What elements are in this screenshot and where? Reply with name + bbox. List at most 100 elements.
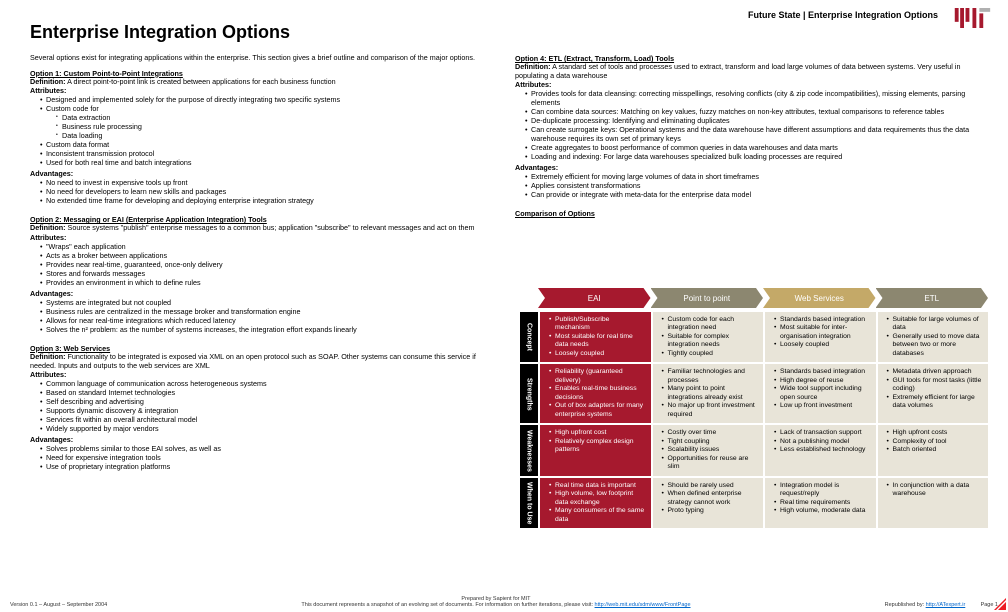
list-item: Metadata driven approach: [887, 368, 984, 376]
option3-attributes: Common language of communication across …: [30, 379, 495, 433]
option1-definition: Definition: A direct point-to-point link…: [30, 78, 495, 87]
list-item: Systems are integrated but not coupled: [40, 298, 495, 307]
list-item: Provides tools for data cleansing: corre…: [525, 89, 980, 107]
footer-version: Version 0.1 – August – September 2004: [10, 602, 107, 608]
list-item: Batch oriented: [887, 446, 984, 454]
comparison-cell: Should be rarely usedWhen defined enterp…: [653, 478, 764, 528]
footer-note: This document represents a snapshot of a…: [107, 602, 884, 608]
list-item: Familiar technologies and processes: [662, 368, 759, 385]
list-item: Tight coupling: [662, 438, 759, 446]
list-item: Less established technology: [774, 446, 871, 454]
list-item: Relatively complex design patterns: [549, 438, 646, 455]
option1-advantages: No need to invest in expensive tools up …: [30, 178, 495, 205]
option2-attributes: "Wraps" each application Acts as a broke…: [30, 242, 495, 287]
comparison-title: Comparison of Options: [515, 209, 980, 218]
list-item: Generally used to move data between two …: [887, 333, 984, 358]
list-item: High degree of reuse: [774, 377, 871, 385]
list-item: Real time data is important: [549, 482, 646, 490]
list-item: Extremely efficient for moving large vol…: [525, 172, 980, 181]
page-title: Enterprise Integration Options: [30, 22, 290, 43]
list-item: Custom code for Data extraction Business…: [40, 104, 495, 140]
comparison-header: EAI: [538, 288, 651, 308]
list-item: Solves the n² problem: as the number of …: [40, 325, 495, 334]
list-item: No extended time frame for developing an…: [40, 196, 495, 205]
list-item: High upfront cost: [549, 429, 646, 437]
list-item: GUI tools for most tasks (little coding): [887, 377, 984, 394]
list-item: Proto typing: [662, 507, 759, 515]
list-item: Loosely coupled: [774, 341, 871, 349]
list-item: Data extraction: [56, 113, 495, 122]
list-item: When defined enterprise strategy cannot …: [662, 490, 759, 507]
list-item: Inconsistent transmission protocol: [40, 149, 495, 158]
list-item: Costly over time: [662, 429, 759, 437]
list-item: Data loading: [56, 131, 495, 140]
intro-text: Several options exist for integrating ap…: [30, 54, 495, 63]
list-item: Most suitable for real time data needs: [549, 333, 646, 350]
list-item: Should be rarely used: [662, 482, 759, 490]
list-item: Most suitable for inter-organisation int…: [774, 324, 871, 341]
comparison-cell: Custom code for each integration needSui…: [653, 312, 764, 362]
list-item: Create aggregates to boost performance o…: [525, 143, 980, 152]
comparison-row-label: Weaknesses: [520, 425, 538, 475]
option2-advantages: Systems are integrated but not coupled B…: [30, 298, 495, 334]
list-item: Lack of transaction support: [774, 429, 871, 437]
list-item: Scalability issues: [662, 446, 759, 454]
comparison-header: Web Services: [763, 288, 876, 308]
list-item: Real time requirements: [774, 499, 871, 507]
page-header: Future State | Enterprise Integration Op…: [748, 10, 938, 20]
list-item: Provides near real-time, guaranteed, onc…: [40, 260, 495, 269]
comparison-cell: Reliability (guaranteed delivery)Enables…: [540, 364, 651, 423]
list-item: Provides an environment in which to defi…: [40, 278, 495, 287]
comparison-cell: Publish/Subscribe mechanismMost suitable…: [540, 312, 651, 362]
option4-attributes-label: Attributes:: [515, 80, 980, 89]
footer-mid: Prepared by Sapient for MIT This documen…: [107, 596, 884, 608]
list-item: Publish/Subscribe mechanism: [549, 316, 646, 333]
comparison-cell: Standards based integrationHigh degree o…: [765, 364, 876, 423]
comparison-cell: Metadata driven approachGUI tools for mo…: [878, 364, 989, 423]
list-item: Many point to point integrations already…: [662, 385, 759, 402]
comparison-header: Point to point: [651, 288, 764, 308]
option1-attributes: Designed and implemented solely for the …: [30, 95, 495, 167]
option3-attributes-label: Attributes:: [30, 370, 495, 379]
option3-advantages: Solves problems similar to those EAI sol…: [30, 444, 495, 471]
list-item: Stores and forwards messages: [40, 269, 495, 278]
option1-attributes-label: Attributes:: [30, 86, 495, 95]
left-column: Several options exist for integrating ap…: [30, 54, 495, 471]
list-item: No need for developers to learn new skil…: [40, 187, 495, 196]
list-item: High volume, moderate data: [774, 507, 871, 515]
page-footer: Version 0.1 – August – September 2004 Pr…: [10, 596, 998, 608]
comparison-cell: Integration model is request/replyReal t…: [765, 478, 876, 528]
comparison-cell: High upfront costRelatively complex desi…: [540, 425, 651, 475]
comparison-header: ETL: [876, 288, 989, 308]
option2-attributes-label: Attributes:: [30, 233, 495, 242]
comparison-row-label: Concept: [520, 312, 538, 362]
list-item: High volume, low footprint data exchange: [549, 490, 646, 507]
comparison-headers: EAIPoint to pointWeb ServicesETL: [538, 288, 988, 308]
comparison-cell: In conjunction with a data warehouse: [878, 478, 989, 528]
list-item: Tightly coupled: [662, 350, 759, 358]
list-item: Can provide or integrate with meta-data …: [525, 190, 980, 199]
list-item: High upfront costs: [887, 429, 984, 437]
list-item: Allows for near real-time integrations w…: [40, 316, 495, 325]
list-item: Suitable for complex integration needs: [662, 333, 759, 350]
option2-advantages-label: Advantages:: [30, 289, 495, 298]
list-item: Services fit within an overall architect…: [40, 415, 495, 424]
list-item: Custom code for each integration need: [662, 316, 759, 333]
list-item: "Wraps" each application: [40, 242, 495, 251]
list-item: Self describing and advertising: [40, 397, 495, 406]
option3-advantages-label: Advantages:: [30, 435, 495, 444]
list-item: Custom data format: [40, 140, 495, 149]
comparison-cell: High upfront costsComplexity of toolBatc…: [878, 425, 989, 475]
comparison-grid: ConceptPublish/Subscribe mechanismMost s…: [520, 312, 988, 528]
option4-attributes: Provides tools for data cleansing: corre…: [515, 89, 980, 161]
list-item: Common language of communication across …: [40, 379, 495, 388]
list-item: Standards based integration: [774, 368, 871, 376]
footer-link[interactable]: http://web.mit.edu/sdm/www/FrontPage: [595, 602, 691, 608]
comparison-cell: Lack of transaction supportNot a publish…: [765, 425, 876, 475]
list-item: Low up front investment: [774, 402, 871, 410]
list-item: Use of proprietary integration platforms: [40, 462, 495, 471]
republished-link[interactable]: http://ATexpert.ir: [926, 602, 966, 608]
list-item: Loosely coupled: [549, 350, 646, 358]
comparison-cell: Costly over timeTight couplingScalabilit…: [653, 425, 764, 475]
list-item: Out of box adapters for many enterprise …: [549, 402, 646, 419]
